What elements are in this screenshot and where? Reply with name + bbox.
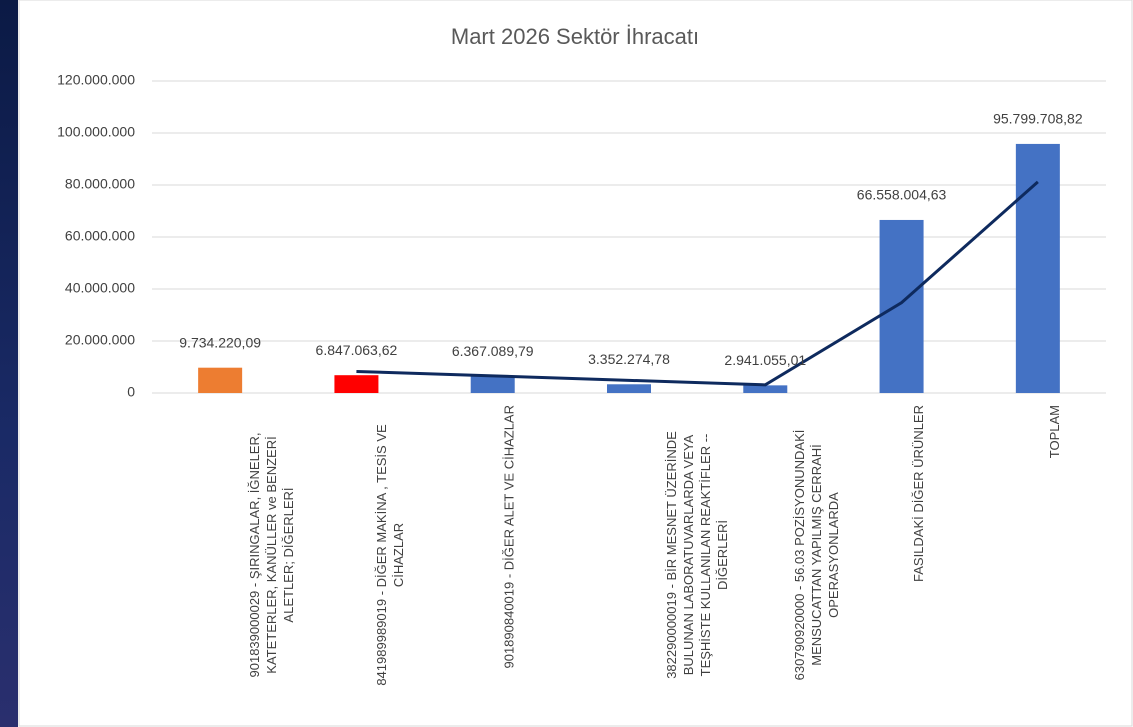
x-tick-label: TOPLAM — [1047, 405, 1063, 459]
chart-area — [18, 0, 1133, 727]
x-tick-label: 841989989019 - DİĞER MAKİNA , TESİS VE C… — [374, 424, 407, 686]
data-label: 3.352.274,78 — [588, 351, 670, 367]
data-label: 66.558.004,63 — [857, 187, 947, 203]
data-label: 6.367.089,79 — [452, 343, 534, 359]
bar — [743, 385, 788, 393]
y-tick-label: 60.000.000 — [65, 228, 135, 244]
bar — [879, 219, 924, 393]
x-tick-label: FASILDAKİ DİĞER ÜRÜNLER — [911, 405, 927, 582]
bar — [334, 375, 379, 393]
data-label: 6.847.063,62 — [316, 342, 398, 358]
y-tick-label: 20.000.000 — [65, 332, 135, 348]
data-label: 95.799.708,82 — [993, 111, 1083, 127]
side-strip — [0, 0, 18, 727]
bar — [1015, 143, 1060, 393]
x-tick-label: 630790920000 - 56.03 POZİSYONUNDAKİ MENS… — [791, 429, 841, 681]
bar — [470, 376, 515, 393]
bar — [198, 367, 243, 393]
x-tick-label: 901890840019 - DİĞER ALET VE CİHAZLAR — [501, 405, 517, 669]
bar — [607, 384, 651, 393]
x-tick-label: 382290000019 - BİR MESNET ÜZERİNDE BULUN… — [664, 431, 730, 679]
y-tick-label: 100.000.000 — [57, 124, 135, 140]
trendline — [356, 180, 1039, 387]
chart-title: Mart 2026 Sektör İhracatı — [451, 24, 699, 49]
y-tick-label: 0 — [127, 384, 135, 400]
y-tick-label: 120.000.000 — [57, 72, 135, 88]
data-label: 9.734.220,09 — [179, 334, 261, 350]
data-label: 2.941.055,01 — [724, 352, 806, 368]
y-tick-label: 40.000.000 — [65, 280, 135, 296]
y-tick-label: 80.000.000 — [65, 176, 135, 192]
x-tick-label: 901839000029 - ŞIRINGALAR, İĞNELER, KATE… — [246, 432, 296, 678]
